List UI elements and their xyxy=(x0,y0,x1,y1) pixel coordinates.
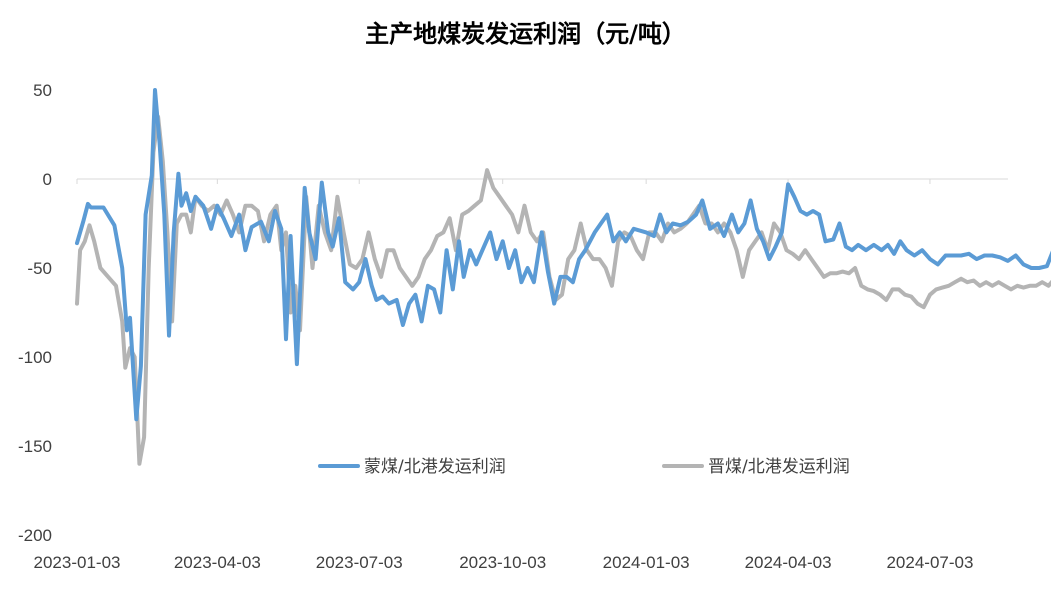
x-tick-label: 2024-07-03 xyxy=(886,553,973,572)
x-tick-label: 2023-04-03 xyxy=(174,553,261,572)
x-tick-label: 2024-04-03 xyxy=(745,553,832,572)
chart-title: 主产地煤炭发运利润（元/吨） xyxy=(365,20,686,48)
legend-label-1: 蒙煤/北港发运利润 xyxy=(364,457,506,477)
y-tick-label: -50 xyxy=(27,259,52,278)
y-tick-label: 0 xyxy=(43,170,52,189)
y-tick-label: -200 xyxy=(18,526,52,545)
series-layer xyxy=(75,88,1051,466)
series-line-2 xyxy=(75,114,1051,466)
y-tick-label: -150 xyxy=(18,437,52,456)
x-tick-label: 2024-01-03 xyxy=(603,553,690,572)
legend-label-2: 晋煤/北港发运利润 xyxy=(708,457,850,477)
series-line-1 xyxy=(75,88,1051,422)
legend: 蒙煤/北港发运利润 晋煤/北港发运利润 xyxy=(318,457,850,477)
axes-group: 50 0 -50 -100 -150 -200 2023-01-03 2023-04-03 20… xyxy=(18,81,1008,572)
x-tick-label: 2023-07-03 xyxy=(316,553,403,572)
x-tick-label: 2023-10-03 xyxy=(459,553,546,572)
y-tick-label: -100 xyxy=(18,348,52,367)
x-tick-label: 2023-01-03 xyxy=(34,553,121,572)
y-tick-label: 50 xyxy=(33,81,52,100)
